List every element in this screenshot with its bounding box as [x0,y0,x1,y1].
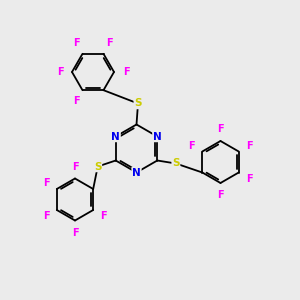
Text: F: F [106,38,113,48]
Text: F: F [217,124,224,134]
Text: N: N [111,131,120,142]
Text: F: F [73,38,80,48]
Text: S: S [172,158,180,169]
Text: F: F [43,178,50,188]
Text: F: F [246,140,252,151]
Text: F: F [189,140,195,151]
Text: S: S [134,98,142,109]
Text: F: F [217,190,224,200]
Text: N: N [132,167,141,178]
Text: F: F [246,173,252,184]
Text: F: F [100,211,107,221]
Text: N: N [153,131,162,142]
Text: F: F [72,227,78,238]
Text: F: F [43,211,50,221]
Text: S: S [94,161,101,172]
Text: F: F [72,161,78,172]
Text: F: F [73,96,80,106]
Text: F: F [57,67,63,77]
Text: F: F [123,67,129,77]
